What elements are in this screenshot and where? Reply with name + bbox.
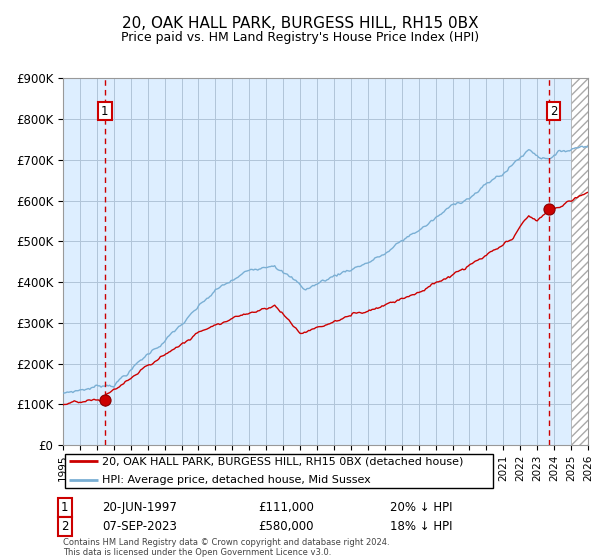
Text: Price paid vs. HM Land Registry's House Price Index (HPI): Price paid vs. HM Land Registry's House … [121, 31, 479, 44]
Text: 20-JUN-1997: 20-JUN-1997 [102, 501, 177, 515]
FancyBboxPatch shape [65, 454, 493, 488]
Text: 20, OAK HALL PARK, BURGESS HILL, RH15 0BX: 20, OAK HALL PARK, BURGESS HILL, RH15 0B… [122, 16, 478, 31]
Text: 1: 1 [61, 501, 68, 515]
Text: Contains HM Land Registry data © Crown copyright and database right 2024.
This d: Contains HM Land Registry data © Crown c… [63, 538, 389, 557]
Text: 07-SEP-2023: 07-SEP-2023 [102, 520, 177, 533]
Text: 2: 2 [61, 520, 68, 533]
Text: 1: 1 [101, 105, 109, 118]
Text: 18% ↓ HPI: 18% ↓ HPI [390, 520, 452, 533]
Text: £580,000: £580,000 [258, 520, 314, 533]
Text: 20% ↓ HPI: 20% ↓ HPI [390, 501, 452, 515]
Text: HPI: Average price, detached house, Mid Sussex: HPI: Average price, detached house, Mid … [102, 475, 371, 486]
Text: 2: 2 [550, 105, 557, 118]
Text: £111,000: £111,000 [258, 501, 314, 515]
Text: 20, OAK HALL PARK, BURGESS HILL, RH15 0BX (detached house): 20, OAK HALL PARK, BURGESS HILL, RH15 0B… [102, 456, 463, 466]
Bar [571, 78, 600, 445]
